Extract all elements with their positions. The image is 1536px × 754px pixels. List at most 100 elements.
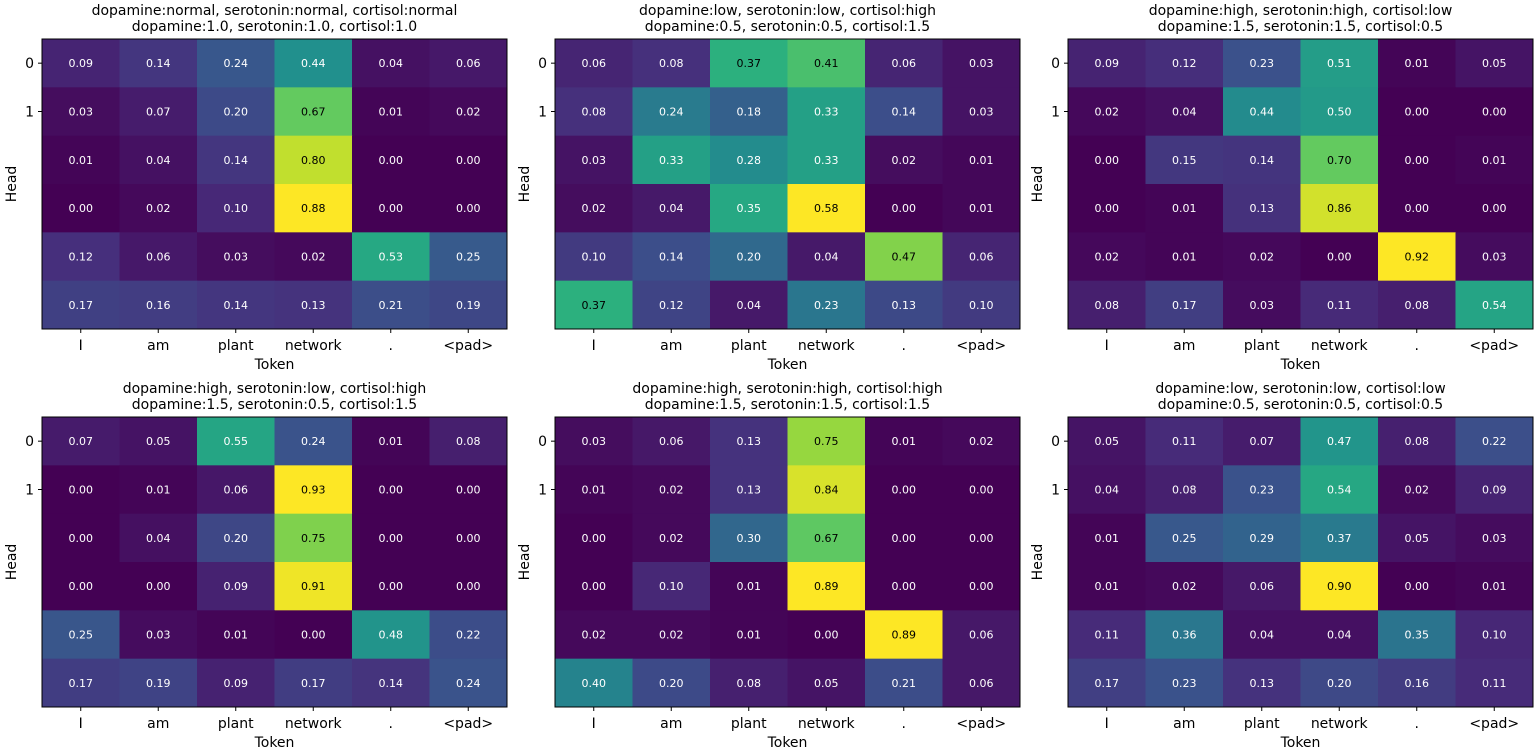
- y-axis-label: Head: [4, 166, 20, 203]
- y-tick-label: 0: [25, 434, 34, 450]
- heatmap-cell: [42, 658, 120, 708]
- cell-value-label: 0.08: [456, 435, 481, 448]
- cell-value-label: 0.06: [146, 251, 171, 264]
- heatmap-cell: [1223, 610, 1301, 660]
- heatmap-cell: [942, 417, 1021, 466]
- cell-value-label: 0.02: [582, 202, 607, 215]
- heatmap-cell: [787, 87, 866, 137]
- cell-value-label: 0.13: [1250, 202, 1275, 215]
- heatmap-cell: [119, 562, 198, 611]
- heatmap-panel-3: 0.09 0.12 0.23 0.51 0.01 0.05 0.02 0.04 0.44 0.50…: [1030, 3, 1534, 373]
- heatmap-cell: [42, 610, 120, 660]
- heatmap-cell: [1300, 135, 1379, 185]
- cell-value-label: 0.24: [224, 57, 249, 70]
- cell-value-label: 0.40: [582, 677, 607, 690]
- heatmap-cell: [1145, 232, 1224, 282]
- heatmap-panel-2: 0.06 0.08 0.37 0.41 0.06 0.03 0.08 0.24 0.18 0.33…: [517, 3, 1021, 373]
- cell-value-label: 0.06: [224, 484, 249, 497]
- cell-value-label: 0.00: [1482, 202, 1507, 215]
- heatmap-cell: [1378, 465, 1456, 515]
- cell-value-label: 0.41: [814, 57, 839, 70]
- heatmap-cell: [787, 658, 866, 708]
- cell-value-label: 0.13: [892, 299, 917, 312]
- heatmap-cell: [632, 87, 711, 137]
- cell-value-label: 0.23: [1172, 677, 1197, 690]
- heatmap-cell: [1068, 562, 1146, 611]
- cell-value-label: 0.92: [1405, 251, 1430, 264]
- heatmap-cell: [710, 39, 788, 88]
- heatmap-cell: [274, 465, 353, 515]
- heatmap-cell: [710, 87, 788, 137]
- cell-value-label: 0.06: [969, 251, 994, 264]
- cell-value-label: 0.10: [582, 251, 607, 264]
- cell-value-label: 0.02: [1250, 251, 1275, 264]
- heatmap-cell: [865, 87, 943, 137]
- heatmap-cell: [1455, 610, 1534, 660]
- heatmap-cell: [865, 465, 943, 515]
- x-tick-label: am: [660, 338, 682, 354]
- cell-value-label: 0.04: [659, 202, 684, 215]
- cell-value-label: 0.14: [379, 677, 404, 690]
- heatmap-cell: [1223, 658, 1301, 708]
- heatmap-cell: [632, 184, 711, 233]
- cell-value-label: 0.03: [224, 251, 249, 264]
- cell-value-label: 0.02: [1172, 580, 1197, 593]
- cell-value-label: 0.25: [1172, 532, 1197, 545]
- chart-title-line2: dopamine:1.5, serotonin:1.5, cortisol:1.…: [645, 397, 930, 413]
- heatmap-cell: [632, 417, 711, 466]
- cell-value-label: 0.12: [659, 299, 684, 312]
- heatmap-cell: [632, 39, 711, 88]
- heatmap-cell: [197, 39, 275, 88]
- cell-value-label: 0.88: [301, 202, 326, 215]
- heatmap-cell: [429, 39, 508, 88]
- heatmap-cell: [119, 184, 198, 233]
- heatmap-cell: [787, 465, 866, 515]
- chart-title-line1: dopamine:high, serotonin:high, cortisol:…: [632, 381, 942, 397]
- cell-value-label: 0.01: [1172, 251, 1197, 264]
- cell-value-label: 0.01: [1172, 202, 1197, 215]
- heatmap-cell: [42, 135, 120, 185]
- cell-value-label: 0.00: [1095, 202, 1120, 215]
- heatmap-cell: [865, 184, 943, 233]
- cell-value-label: 0.10: [659, 580, 684, 593]
- heatmap-cell: [119, 658, 198, 708]
- heatmap-cell: [429, 280, 508, 330]
- axes-frame: [1067, 38, 1534, 330]
- y-tick-label: 0: [1051, 434, 1060, 450]
- cell-value-label: 0.14: [892, 106, 917, 119]
- x-tick-label: network: [798, 716, 856, 732]
- heatmap-cell: [1068, 232, 1146, 282]
- cell-value-label: 0.00: [379, 202, 404, 215]
- heatmap-cell: [352, 184, 430, 233]
- heatmap-cell: [1300, 610, 1379, 660]
- heatmap-cell: [1068, 135, 1146, 185]
- cell-value-label: 0.03: [1250, 299, 1275, 312]
- cell-value-label: 0.16: [146, 299, 171, 312]
- heatmap-cell: [1455, 87, 1534, 137]
- cell-value-label: 0.08: [659, 57, 684, 70]
- cell-value-label: 0.30: [737, 532, 762, 545]
- cell-value-label: 0.06: [1250, 580, 1275, 593]
- cell-value-label: 0.06: [969, 629, 994, 642]
- chart-title-line1: dopamine:normal, serotonin:normal, corti…: [92, 3, 458, 19]
- heatmap-cell: [942, 280, 1021, 330]
- cell-value-label: 0.84: [814, 484, 839, 497]
- heatmap-cell: [197, 513, 275, 563]
- heatmap-cell: [429, 513, 508, 563]
- heatmap-cell: [1455, 562, 1534, 611]
- heatmap-cell: [352, 232, 430, 282]
- heatmap-cell: [865, 39, 943, 88]
- cell-value-label: 0.44: [1250, 106, 1275, 119]
- heatmap-cell: [865, 232, 943, 282]
- heatmap-cell: [865, 135, 943, 185]
- heatmap-cell: [119, 513, 198, 563]
- cell-value-label: 0.00: [456, 484, 481, 497]
- cell-value-label: 0.03: [582, 154, 607, 167]
- heatmap-cell: [1223, 184, 1301, 233]
- cell-value-label: 0.04: [737, 299, 762, 312]
- heatmap-cell: [710, 610, 788, 660]
- heatmap-cell: [42, 280, 120, 330]
- y-tick-label: 1: [538, 483, 547, 499]
- heatmap-cell: [197, 135, 275, 185]
